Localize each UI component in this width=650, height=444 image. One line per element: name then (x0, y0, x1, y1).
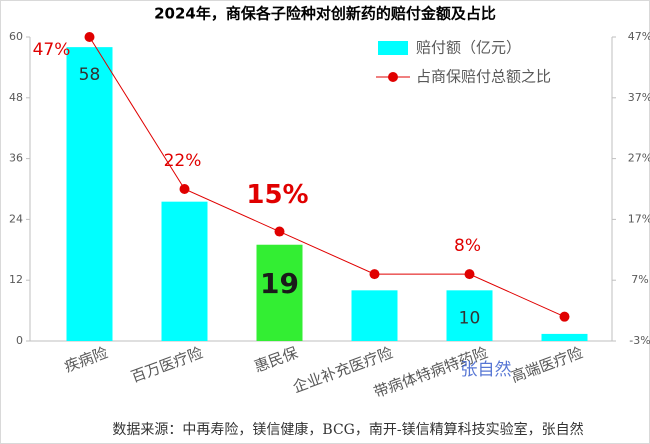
bar (351, 290, 398, 341)
legend-label: 赔付额（亿元） (416, 39, 521, 57)
bar (161, 201, 208, 341)
bar-value-label: 10 (459, 309, 481, 329)
line-point (369, 269, 380, 280)
legend-swatch (378, 41, 408, 55)
bar (256, 244, 303, 341)
y-tick-label: 12 (9, 273, 23, 286)
chart-title: 2024年，商保各子险种对创新药的赔付金额及占比 (154, 5, 496, 23)
source-note: 数据来源：中再寿险，镁信健康，BCG，南开-镁信精算科技实验室，张自然 (112, 421, 583, 438)
watermark: 张自然 (461, 360, 512, 380)
bar-value-label: 19 (260, 267, 299, 300)
line-value-label: 22% (164, 151, 202, 171)
y2-tick-label: 37% (628, 91, 650, 104)
y2-tick-label: -3% (629, 334, 650, 347)
y2-tick-label: 47% (628, 30, 650, 43)
legend-swatch (388, 72, 398, 82)
y2-tick-label: 27% (628, 152, 650, 165)
bar (541, 333, 588, 341)
line-value-label: 8% (454, 236, 481, 256)
y-tick-label: 48 (9, 91, 23, 104)
line-point (464, 269, 475, 280)
line-point (179, 184, 190, 194)
y2-tick-label: 17% (628, 212, 650, 225)
line-point (274, 226, 285, 237)
y-tick-label: 24 (9, 212, 23, 225)
line-point (84, 32, 95, 42)
bar-value-label: 58 (79, 65, 101, 85)
line-point (559, 311, 570, 322)
line-value-label: 15% (246, 180, 308, 210)
y-tick-label: 0 (16, 334, 23, 347)
y-tick-label: 36 (9, 152, 23, 165)
y2-tick-label: 7% (631, 273, 648, 286)
bar (66, 47, 113, 342)
bar (446, 290, 493, 341)
line (89, 36, 565, 318)
line-value-label: 47% (33, 40, 71, 60)
y-tick-label: 60 (9, 30, 23, 43)
legend-label: 占商保赔付总额之比 (416, 68, 551, 86)
